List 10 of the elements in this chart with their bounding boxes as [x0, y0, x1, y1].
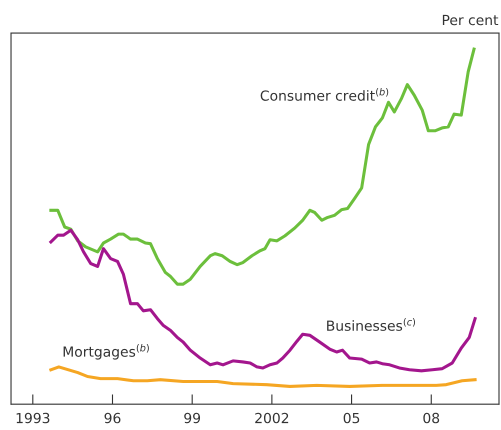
x-tick-label: 2002 — [255, 412, 288, 424]
x-tick-label: 99 — [184, 412, 200, 424]
x-tick-label: 96 — [104, 412, 120, 424]
x-tick-label: 05 — [344, 412, 360, 424]
series-label: Consumer credit$^{(b)}$ — [260, 88, 388, 101]
x-tick-label: 1993 — [16, 412, 50, 424]
x-tick-label: 08 — [423, 412, 440, 424]
series-label: Businesses$^{(c)}$ — [327, 318, 416, 331]
series-label: Mortgages$^{(b)}$ — [64, 344, 149, 360]
y-axis-title: Per cent — [442, 14, 498, 26]
